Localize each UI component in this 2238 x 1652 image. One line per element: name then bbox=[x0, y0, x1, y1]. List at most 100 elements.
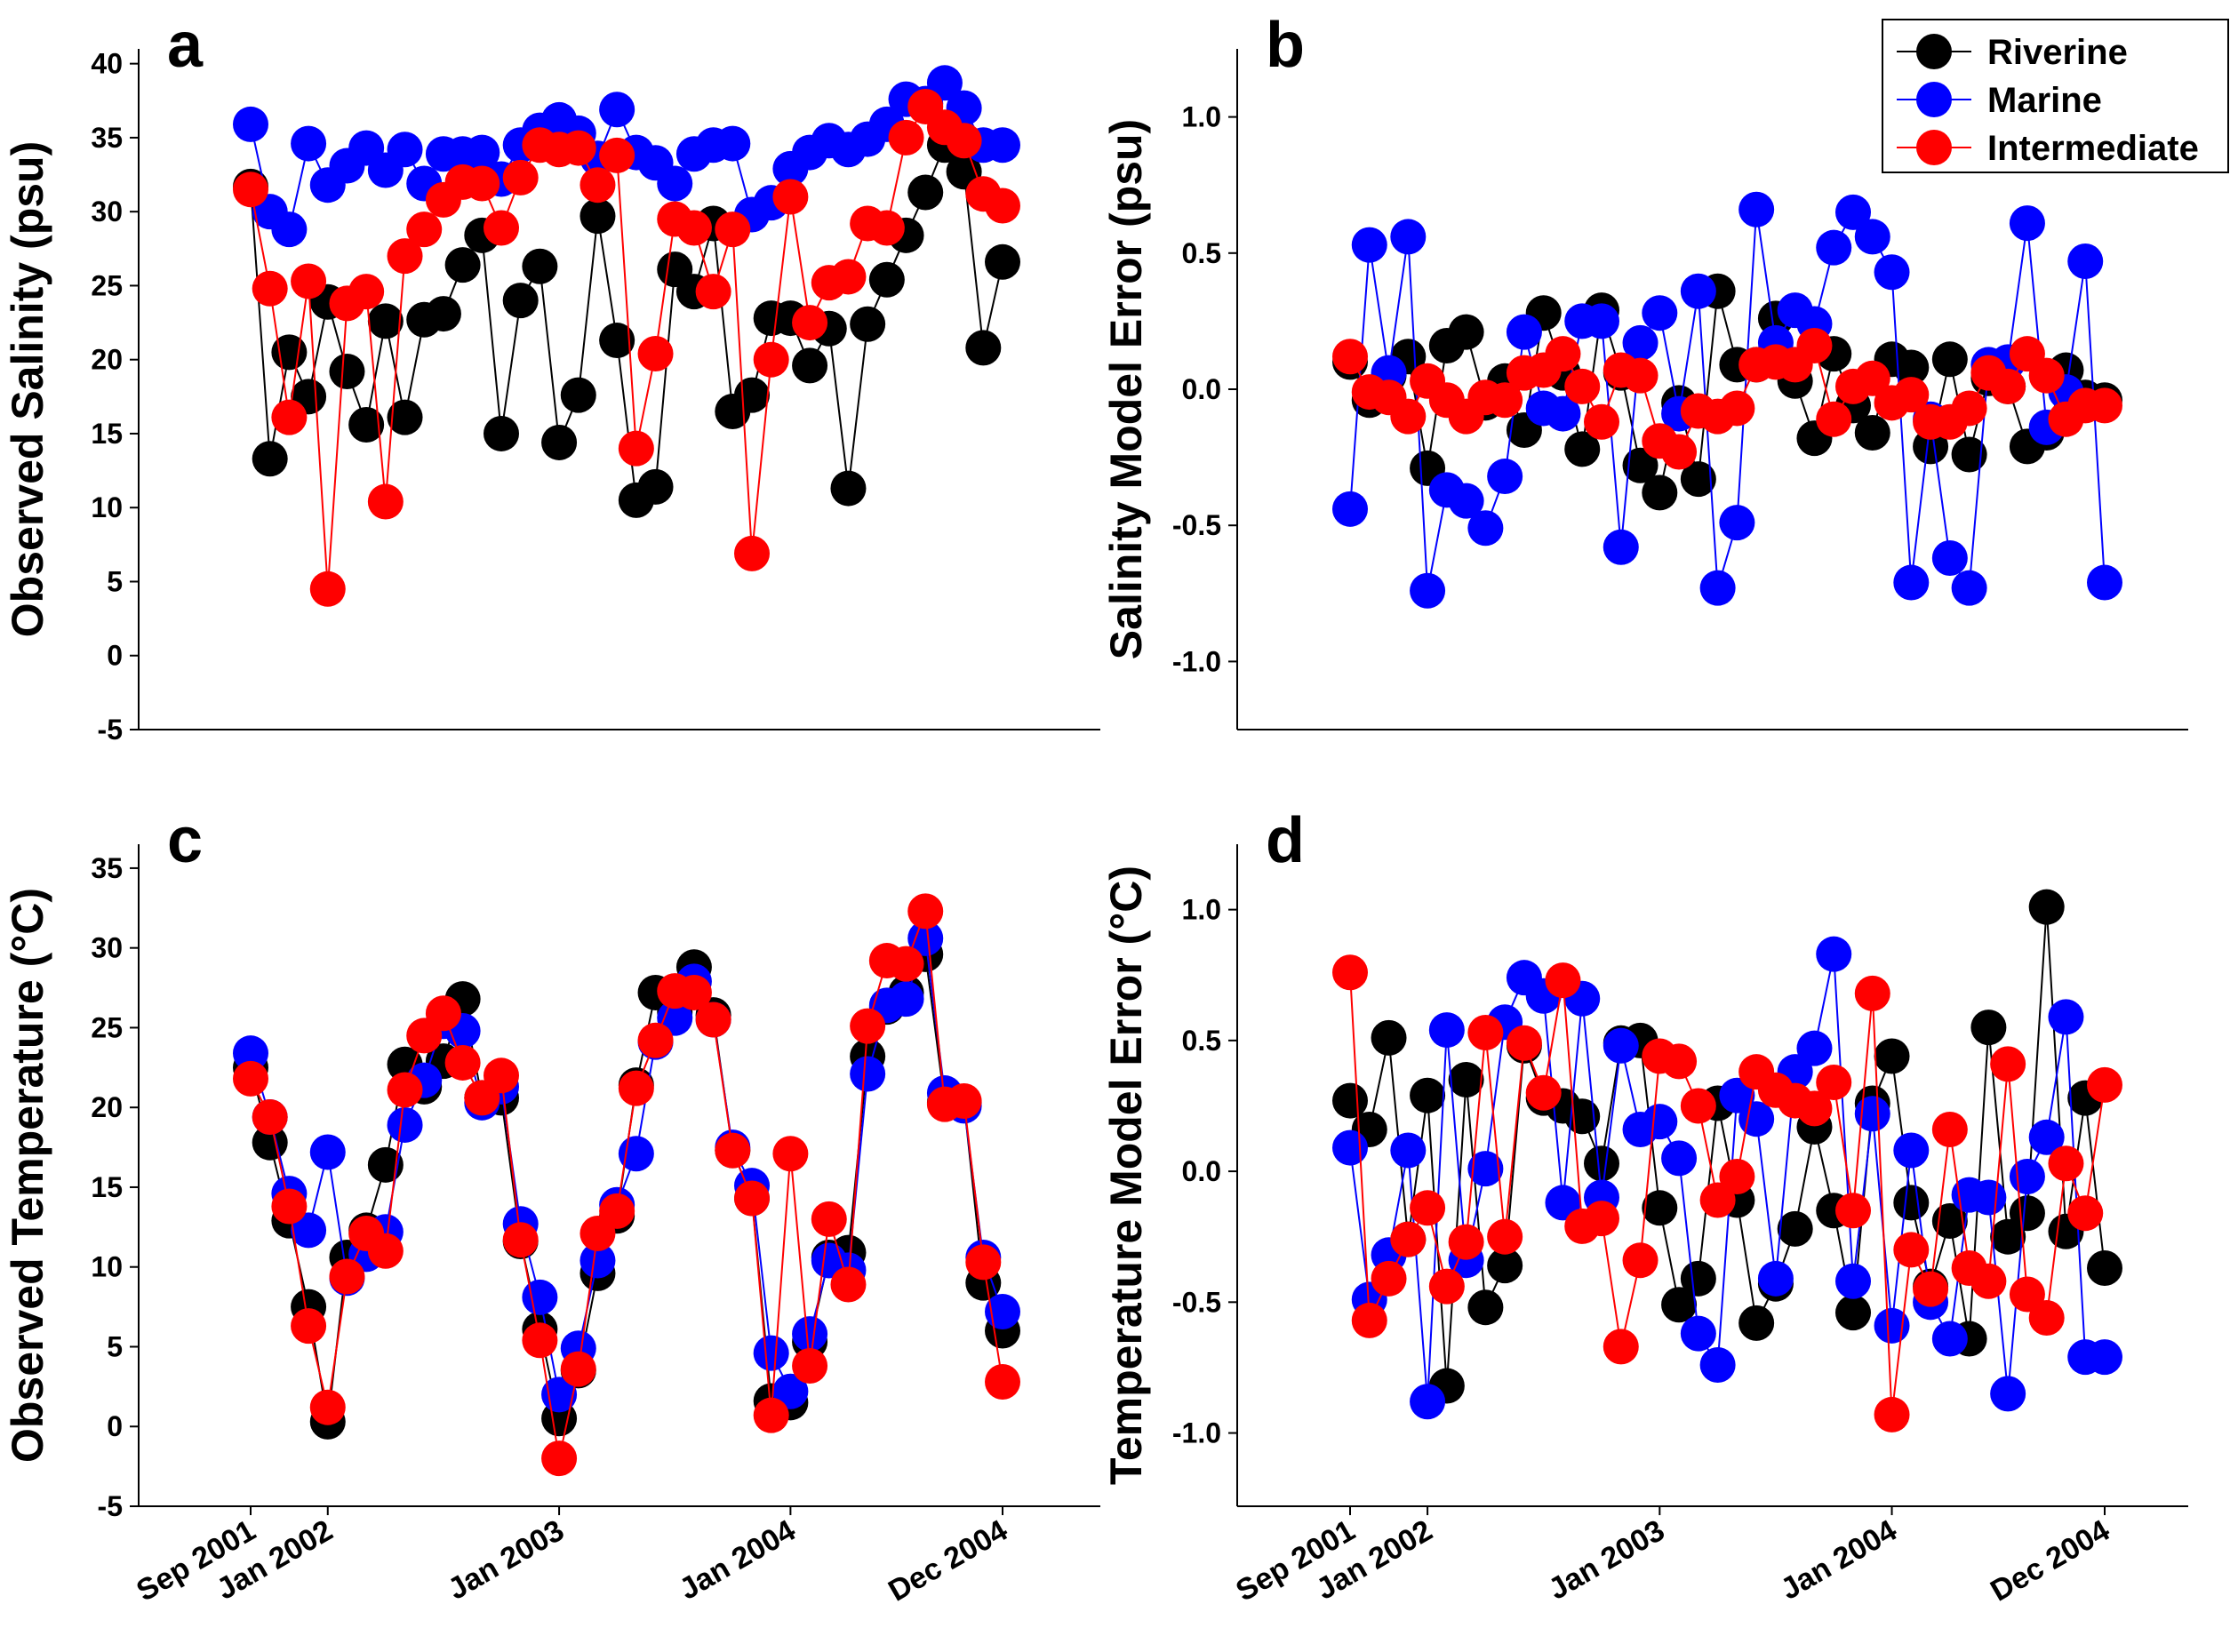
data-point bbox=[985, 127, 1020, 164]
data-point bbox=[387, 399, 423, 435]
data-point bbox=[502, 283, 539, 319]
series-riverine bbox=[1332, 889, 2122, 1404]
data-point bbox=[444, 1044, 481, 1081]
data-point bbox=[1893, 349, 1930, 386]
data-point bbox=[1332, 339, 1368, 375]
series-line bbox=[1349, 906, 2106, 1386]
data-point bbox=[1428, 1268, 1465, 1305]
panel-b: -1.0 -0.5 0.0 0.5 1.0 b Salinity Model Error (… bbox=[1101, 10, 2188, 730]
data-point bbox=[1680, 273, 1716, 309]
data-point bbox=[502, 1222, 539, 1258]
data-point bbox=[271, 399, 308, 435]
data-point bbox=[502, 159, 539, 196]
data-point bbox=[271, 211, 308, 248]
data-point bbox=[830, 259, 867, 295]
data-point bbox=[1816, 401, 1852, 437]
y-tick-label: 40 bbox=[91, 48, 123, 80]
y-tick-label: 0.5 bbox=[1182, 1025, 1221, 1057]
data-point bbox=[291, 263, 327, 299]
data-point bbox=[1603, 1329, 1639, 1365]
data-point bbox=[2048, 1145, 2084, 1182]
data-point bbox=[792, 347, 828, 384]
data-point bbox=[2067, 243, 2104, 279]
data-point bbox=[1893, 1232, 1930, 1268]
legend-entry-marine: Marine bbox=[1897, 81, 2102, 120]
legend-marker bbox=[1916, 82, 1952, 117]
data-point bbox=[1951, 436, 1987, 473]
data-point bbox=[1448, 1224, 1484, 1260]
data-point bbox=[618, 430, 654, 467]
data-point bbox=[1854, 219, 1890, 255]
data-point bbox=[1699, 1346, 1736, 1383]
data-point bbox=[792, 1316, 828, 1353]
data-point bbox=[484, 415, 519, 451]
data-point bbox=[985, 1293, 1020, 1329]
data-point bbox=[367, 1233, 404, 1269]
data-point bbox=[1990, 1218, 2026, 1255]
data-point bbox=[715, 125, 751, 162]
data-point bbox=[2028, 357, 2065, 394]
series-line bbox=[250, 143, 1003, 502]
data-point bbox=[291, 1212, 327, 1249]
data-point bbox=[1874, 254, 1910, 291]
data-point bbox=[1410, 1077, 1446, 1113]
data-point bbox=[868, 210, 905, 246]
data-point bbox=[579, 167, 616, 204]
data-point bbox=[1622, 357, 1659, 394]
y-tick-label: 10 bbox=[91, 1251, 123, 1283]
y-tick-label: 15 bbox=[91, 1171, 123, 1203]
data-point bbox=[252, 270, 288, 307]
data-point bbox=[1738, 191, 1775, 227]
data-point bbox=[309, 1389, 346, 1425]
data-point bbox=[1738, 1305, 1775, 1341]
data-point bbox=[985, 188, 1020, 224]
data-point bbox=[1564, 368, 1601, 404]
data-point bbox=[1835, 1263, 1871, 1299]
y-tick-label: 5 bbox=[107, 1330, 123, 1362]
data-point bbox=[1642, 1104, 1678, 1140]
data-point bbox=[637, 1022, 674, 1058]
data-point bbox=[2009, 205, 2045, 242]
data-point bbox=[888, 981, 924, 1018]
data-point bbox=[1757, 1260, 1794, 1297]
data-point bbox=[541, 424, 578, 460]
data-point bbox=[907, 174, 944, 211]
data-point bbox=[599, 92, 635, 128]
data-point bbox=[1796, 1030, 1833, 1066]
data-point bbox=[637, 468, 674, 505]
data-point bbox=[367, 483, 404, 520]
data-point bbox=[1487, 1218, 1523, 1255]
series-intermediate bbox=[233, 893, 1020, 1477]
y-tick-label: 35 bbox=[91, 852, 123, 884]
data-point bbox=[1448, 1062, 1484, 1098]
data-point bbox=[1410, 1190, 1446, 1226]
data-point bbox=[1351, 227, 1387, 263]
data-point bbox=[753, 1397, 789, 1433]
data-point bbox=[1931, 341, 1968, 378]
data-point bbox=[387, 1072, 423, 1108]
data-point bbox=[1487, 459, 1523, 495]
series-intermediate bbox=[233, 88, 1020, 607]
data-point bbox=[1893, 1185, 1930, 1221]
data-point bbox=[1835, 194, 1871, 230]
x-tick-label: Jan 2003 bbox=[443, 1513, 570, 1607]
data-point bbox=[734, 535, 770, 571]
data-point bbox=[1970, 1179, 2007, 1216]
data-point bbox=[1332, 954, 1368, 991]
legend-label: Riverine bbox=[1987, 33, 2128, 72]
data-point bbox=[2087, 564, 2122, 601]
data-point bbox=[888, 946, 924, 982]
data-point bbox=[579, 198, 616, 235]
data-point bbox=[464, 134, 500, 171]
data-point bbox=[1332, 1082, 1368, 1119]
data-point bbox=[868, 261, 905, 298]
y-tick-label: 0.0 bbox=[1182, 373, 1221, 405]
data-point bbox=[1661, 1043, 1698, 1080]
data-point bbox=[2028, 1119, 2065, 1155]
data-point bbox=[1970, 1263, 2007, 1299]
y-tick-label: -0.5 bbox=[1172, 509, 1221, 541]
y-tick-label: 20 bbox=[91, 344, 123, 376]
data-point bbox=[792, 305, 828, 341]
data-point bbox=[1719, 1077, 1755, 1113]
data-point bbox=[1332, 491, 1368, 527]
